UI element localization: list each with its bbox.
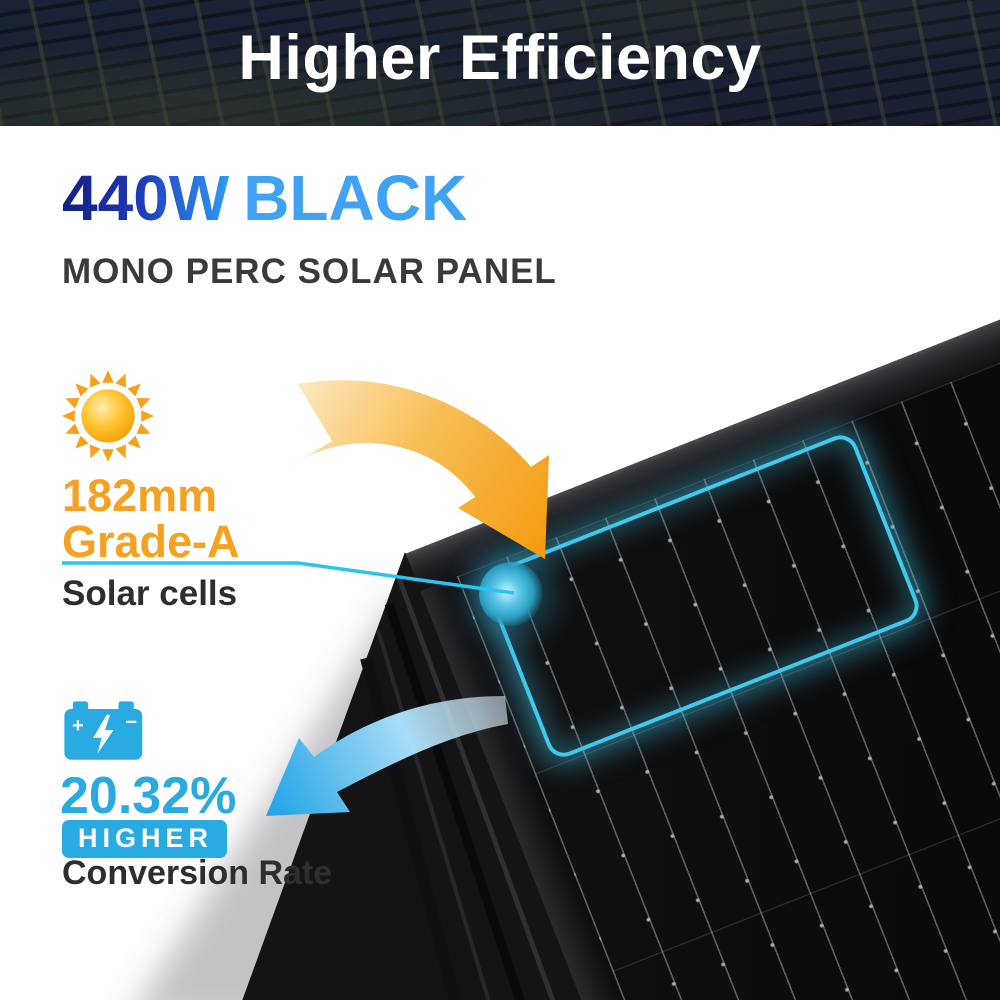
conversion-rate-value: 20.32% [60,767,237,825]
sun-ray [90,444,101,459]
sun-ray [136,398,151,409]
sun-ray [115,373,126,388]
sun-ray [102,370,114,383]
battery-icon: + − [64,701,143,760]
sun-ray [102,449,114,462]
sun-ray [65,398,80,409]
sun-ray [136,423,151,434]
sun-ray [127,383,141,397]
battery-plus-sign: + [72,715,84,737]
sun-ray [65,423,80,434]
panel-side-ridge [376,629,491,1000]
banner-title: Higher Efficiency [238,23,762,93]
higher-badge: HIGHER [62,820,228,858]
conversion-rate-caption: Conversion Rate [62,854,333,892]
headline-variant: BLACK [243,162,468,234]
sun-ray [127,435,141,449]
sun-ray [62,410,75,422]
sun-disc [77,385,139,447]
banner-solar-farm-photo: Higher Efficiency [0,0,1000,126]
sun-ray [75,383,89,397]
sun-ray [75,435,89,449]
product-headline: 440W BLACK [62,166,467,230]
sun-rays [62,370,154,462]
sun-ray [90,373,101,388]
product-subtitle: MONO PERC SOLAR PANEL [62,252,557,291]
headline-wattage: 440W [62,162,230,234]
cell-grade-value: Grade-A [62,516,240,567]
cell-caption: Solar cells [62,574,238,613]
sun-ray [141,410,154,422]
cell-size-value: 182mm [62,470,218,521]
sun-ray [115,444,126,459]
battery-minus-sign: − [125,711,137,733]
sun-icon [62,370,154,462]
lightning-bolt-icon [93,714,114,754]
